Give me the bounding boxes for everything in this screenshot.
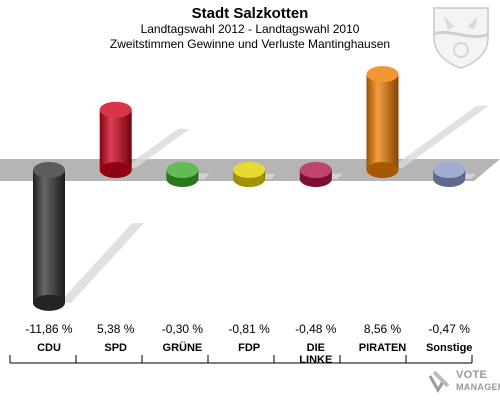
bar-grüne [166,162,199,187]
bar-shadow [59,223,145,303]
chart-subtitle: Landtagswahl 2012 - Landtagswahl 2010 [140,22,360,36]
bar-shadow [390,105,489,168]
value-label: 5,38 % [97,322,135,336]
value-label: -0,48 % [295,322,337,336]
value-label: -11,86 % [25,322,72,336]
category-label: SPD [104,342,127,354]
category-label: FDP [238,342,260,354]
value-label: -0,47 % [429,322,471,336]
category-label: GRÜNE [163,341,203,354]
coat-of-arms-icon [433,7,489,69]
bar-fdp [233,162,266,188]
logo-text-manager: MANAGER [456,382,500,392]
bar-cdu [33,162,65,311]
logo-text-vote: VOTE [456,369,488,381]
value-label: 8,56 % [364,322,402,336]
category-label: Sonstige [426,342,472,354]
chart-title: Stadt Salzkotten [191,5,309,22]
category-label: DIE [307,342,325,354]
bar-shadow [123,128,190,168]
bar-spd [99,101,132,178]
bar-piraten [366,66,399,178]
value-label: -0,81 % [228,322,270,336]
bar-sonstige [433,162,466,187]
chart-subtitle-2: Zweitstimmen Gewinne und Verluste Mantin… [109,37,391,51]
category-label: LINKE [299,354,332,366]
category-label: PIRATEN [359,342,407,354]
category-label: CDU [37,342,61,354]
vote-manager-logo [428,370,450,393]
value-label: -0,30 % [162,322,204,336]
bar-die-linke [299,162,332,187]
